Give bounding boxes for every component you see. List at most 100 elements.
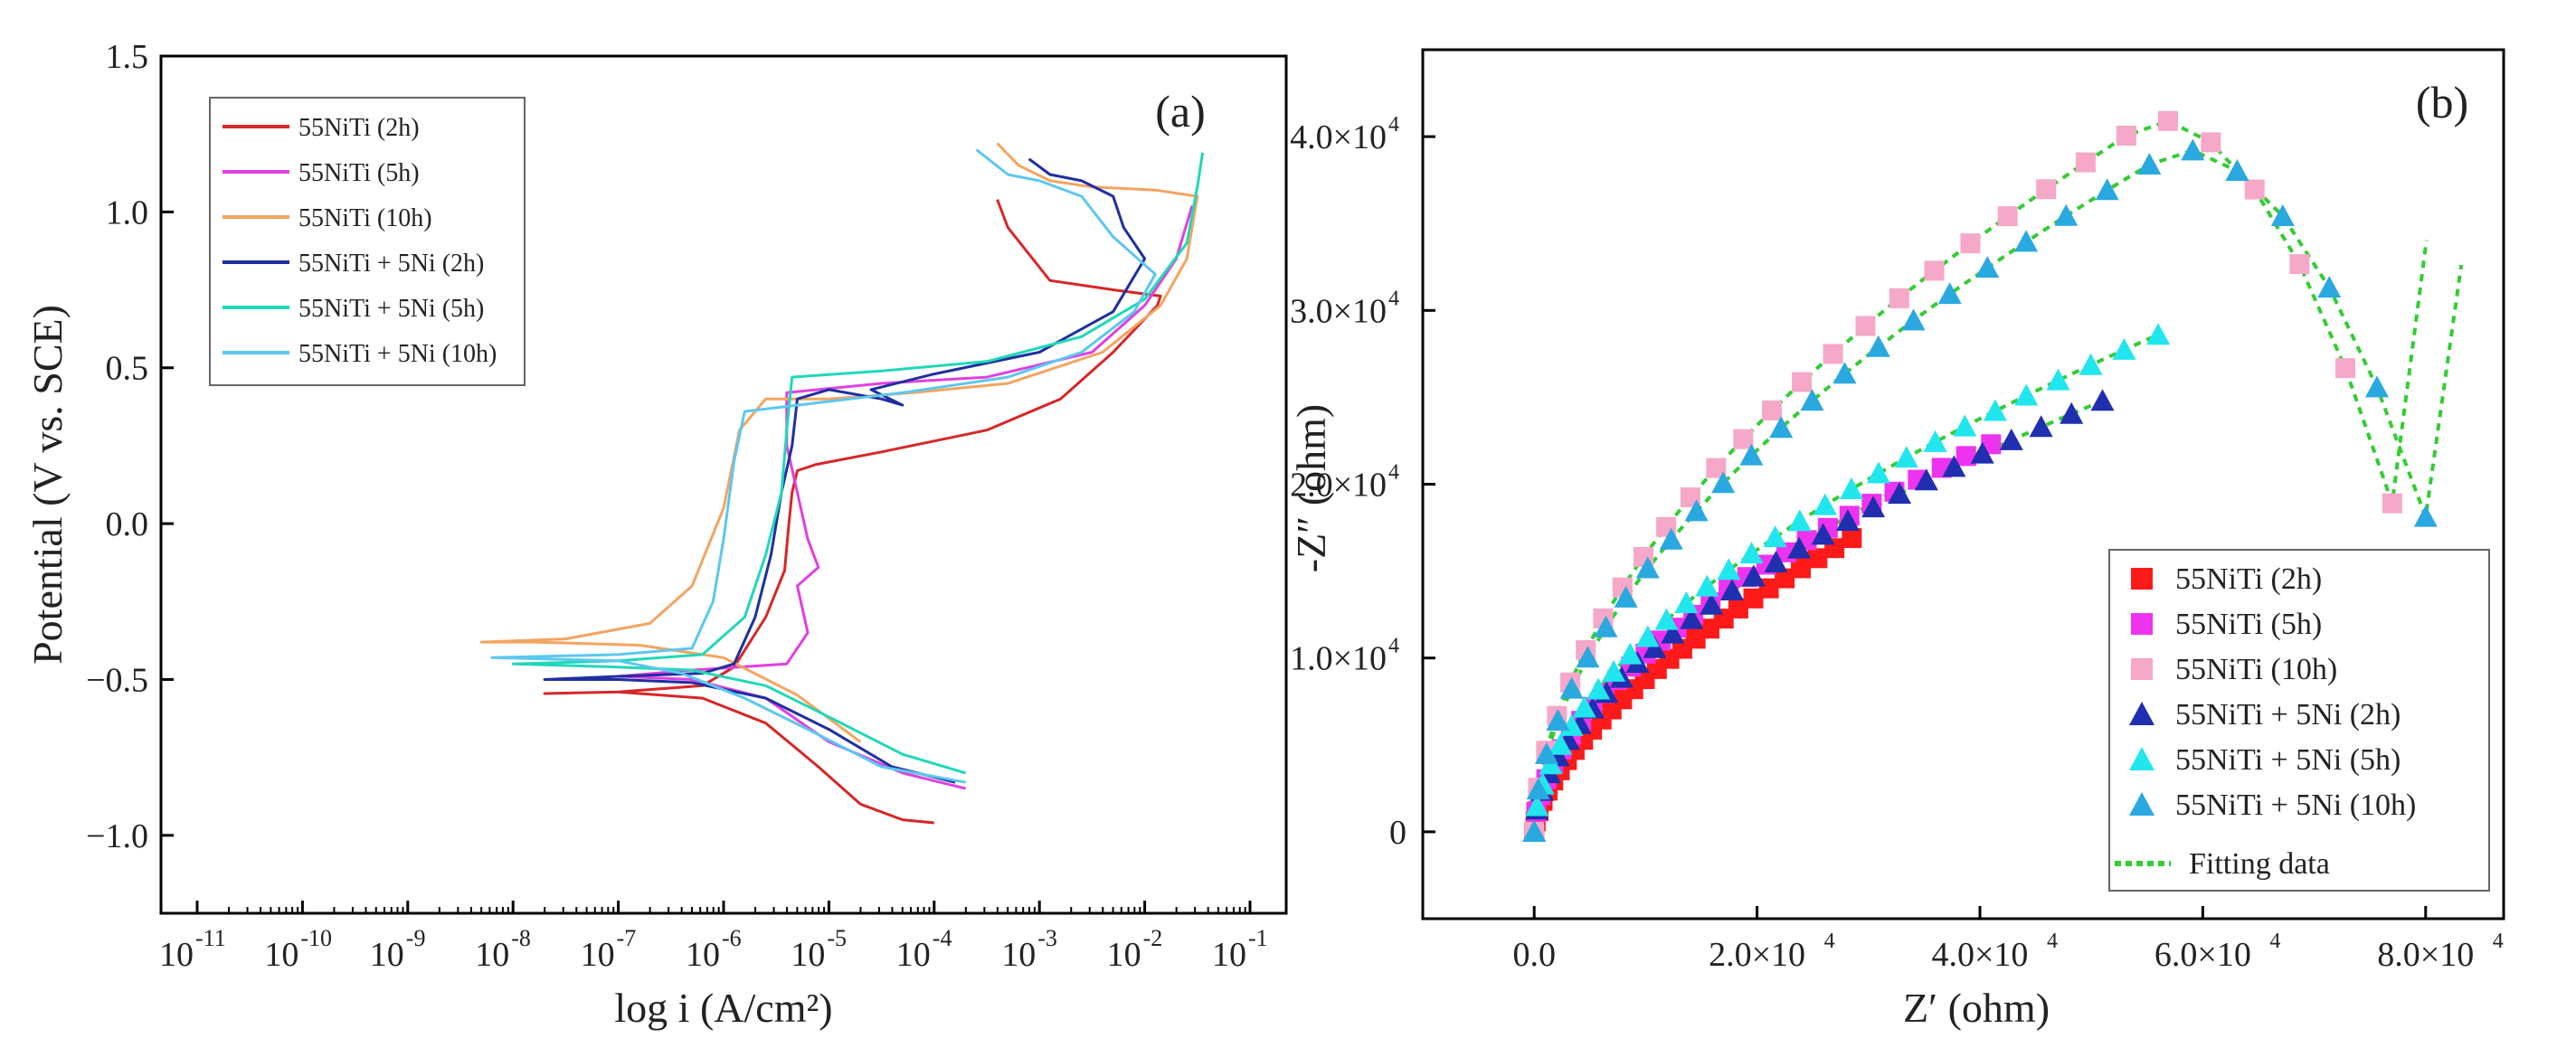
panel-b-point xyxy=(1792,372,1813,392)
panel-b-point xyxy=(1674,591,1699,614)
panel-a-xtick-label: 10 xyxy=(791,936,825,974)
panel-b-point xyxy=(1901,308,1926,331)
panel-a-series-line xyxy=(543,157,1147,784)
panel-b-point xyxy=(2364,375,2389,398)
panel-b-point xyxy=(1728,598,1748,618)
panel-a-xtick-exp: -6 xyxy=(722,925,742,951)
panel-b-point xyxy=(1576,646,1600,668)
panel-b-point xyxy=(1758,578,1779,599)
panel-b-point xyxy=(1602,659,1626,682)
panel-b: 0.0 2.0×10 4 4.0×10 4 6.0×10 4 8.0×10 4 01.0×10 4… xyxy=(1288,48,2505,1031)
panel-b-point xyxy=(2090,389,2115,411)
panel-b-point xyxy=(1787,536,1812,559)
panel-b-point xyxy=(1983,399,2007,421)
panel-b-point xyxy=(2146,323,2171,345)
panel-a-xtick-label: 10 xyxy=(475,936,509,974)
panel-b-xtick-label: 0.0 xyxy=(1512,936,1556,974)
panel-b-point xyxy=(1659,527,1683,550)
panel-b-point xyxy=(2413,505,2438,527)
panel-b-point xyxy=(1960,233,1981,254)
panel-b-point xyxy=(1741,564,1766,587)
panel-a-ytick-label: −0.5 xyxy=(86,661,148,699)
panel-b-ytick-exp: 4 xyxy=(1388,635,1399,658)
panel-a-legend-label: 55NiTi (10h) xyxy=(298,204,432,232)
panel-b-point xyxy=(1842,528,1862,549)
panel-b-legend-label: 55NiTi + 5Ni (2h) xyxy=(2175,698,2401,732)
panel-a: 10 -11 10 -10 10 -9 10 -8 10 -7 10 -6 10 -5 10 -4 10 -3 10… xyxy=(24,38,1288,1031)
panel-b-point xyxy=(1807,548,1828,569)
panel-b-point xyxy=(2317,276,2342,298)
panel-b-point xyxy=(1833,362,1857,384)
panel-b-point xyxy=(2060,401,2084,424)
panel-b-point xyxy=(1811,523,1835,545)
panel-a-ylabel: Potential (V vs. SCE) xyxy=(24,305,71,665)
panel-b-xtick-exp: 4 xyxy=(2047,930,2058,953)
panel-a-xtick-exp: -2 xyxy=(1143,925,1163,951)
panel-a-legend-label: 55NiTi + 5Ni (10h) xyxy=(298,340,497,368)
panel-a-xtick-exp: -4 xyxy=(933,925,952,951)
panel-b-point xyxy=(2244,179,2265,200)
panel-b-fit-line xyxy=(1532,536,1853,833)
panel-a-legend-label: 55NiTi + 5Ni (2h) xyxy=(298,250,484,278)
panel-b-legend-label: 55NiTi (2h) xyxy=(2175,562,2322,596)
panel-b-point xyxy=(1914,468,1938,491)
panel-b-point xyxy=(2054,203,2079,226)
panel-b-ytick-label: 3.0×10 xyxy=(1290,292,1387,330)
panel-b-point xyxy=(1999,428,2023,450)
panel-b-point xyxy=(1769,416,1794,439)
panel-b-legend-label: 55NiTi + 5Ni (10h) xyxy=(2175,788,2416,822)
panel-a-xtick-exp: -8 xyxy=(511,925,531,951)
panel-b-point xyxy=(1572,695,1596,718)
panel-b-point xyxy=(1791,558,1812,579)
panel-b-point xyxy=(1763,525,1787,548)
panel-b-point xyxy=(1680,607,1704,629)
panel-b-point xyxy=(2225,159,2249,182)
panel-b-point xyxy=(1614,585,1638,608)
panel-b-point xyxy=(1739,443,1764,466)
panel-b-point xyxy=(1764,550,1788,572)
panel-b-xtick-label: 6.0×10 xyxy=(2155,936,2251,974)
panel-b-point xyxy=(2382,493,2402,514)
panel-b-point xyxy=(2137,152,2162,175)
panel-b-xtick-exp: 4 xyxy=(2269,930,2280,953)
panel-b-point xyxy=(1942,455,1966,477)
panel-b-point xyxy=(1975,256,2000,279)
panel-b-point xyxy=(1559,676,1584,699)
panel-b-point xyxy=(1956,446,1976,467)
panel-b-point xyxy=(1970,441,1994,464)
panel-a-xtick-exp: -3 xyxy=(1037,925,1057,951)
panel-b-point xyxy=(1866,335,1890,357)
panel-b-point xyxy=(1923,430,1947,452)
panel-b-legend-swatch xyxy=(2129,702,2155,725)
panel-b-point xyxy=(2157,110,2178,131)
panel-b-legend-label: 55NiTi + 5Ni (5h) xyxy=(2175,743,2401,777)
panel-b-label: (b) xyxy=(2416,77,2468,127)
panel-a-ytick-label: 1.5 xyxy=(106,38,149,76)
panel-b-ytick-exp: 4 xyxy=(1388,461,1399,485)
panel-a-legend-label: 55NiTi (2h) xyxy=(298,114,420,142)
panel-a-xtick-exp: -10 xyxy=(300,925,332,951)
panel-b-fit-line xyxy=(1532,399,2104,833)
panel-a-xtick-exp: -11 xyxy=(195,925,226,951)
panel-b-point xyxy=(1866,461,1890,484)
panel-b-point xyxy=(1525,794,1549,817)
panel-b-point xyxy=(2112,337,2136,360)
panel-a-legend-label: 55NiTi (5h) xyxy=(298,159,420,187)
panel-b-ytick-exp: 4 xyxy=(1388,287,1399,310)
panel-b-point xyxy=(1855,316,1876,336)
panel-b-point xyxy=(1717,558,1741,581)
panel-b-point xyxy=(2014,230,2039,252)
panel-b-point xyxy=(1643,636,1667,658)
panel-b-point xyxy=(1586,677,1611,700)
panel-a-series-line xyxy=(479,142,1199,743)
panel-a-xtick-label: 10 xyxy=(264,936,298,974)
panel-b-point xyxy=(1594,615,1618,637)
panel-b-legend: 55NiTi (2h) 55NiTi (5h) 55NiTi (10h) 55NiTi… xyxy=(2108,549,2490,892)
panel-b-point xyxy=(1800,389,1824,411)
panel-a-xtick-label: 10 xyxy=(159,936,194,974)
panel-b-point xyxy=(1534,741,1558,764)
panel-a-xtick-label: 10 xyxy=(581,936,615,974)
panel-b-xlabel: Z′ (ohm) xyxy=(1903,985,2050,1031)
panel-b-point xyxy=(1522,819,1547,842)
